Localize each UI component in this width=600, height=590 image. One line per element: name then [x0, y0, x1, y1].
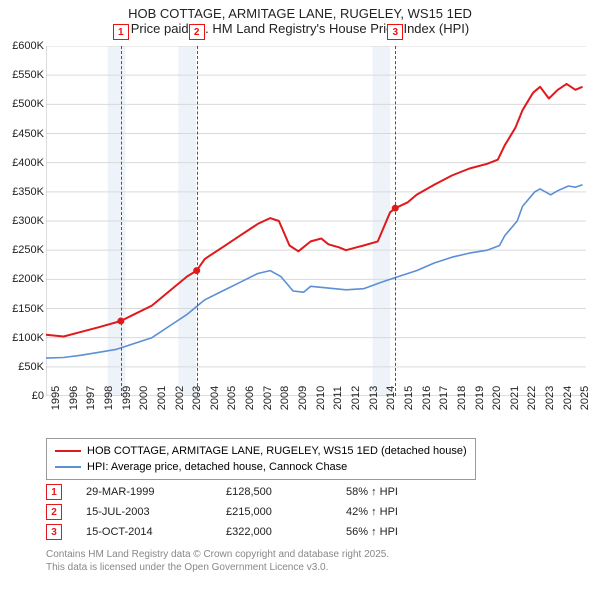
x-tick-label: 1997 [85, 386, 97, 410]
x-tick-label: 2015 [403, 386, 415, 410]
y-tick-label: £100K [0, 332, 44, 344]
legend-label: HPI: Average price, detached house, Cann… [87, 459, 347, 475]
y-tick-label: £450K [0, 128, 44, 140]
x-tick-label: 2016 [421, 386, 433, 410]
sale-date: 29-MAR-1999 [86, 486, 226, 498]
x-tick-label: 1999 [121, 386, 133, 410]
y-tick-label: £400K [0, 157, 44, 169]
sale-pct: 42% ↑ HPI [346, 506, 466, 518]
sale-row: 1 29-MAR-1999£128,50058% ↑ HPI [46, 482, 466, 502]
legend-item: HPI: Average price, detached house, Cann… [55, 459, 467, 475]
x-tick-label: 2019 [474, 386, 486, 410]
x-tick-label: 2012 [350, 386, 362, 410]
sale-price: £128,500 [226, 486, 346, 498]
sale-price: £322,000 [226, 526, 346, 538]
y-tick-label: £350K [0, 186, 44, 198]
x-tick-label: 1995 [50, 386, 62, 410]
x-tick-label: 2013 [368, 386, 380, 410]
sale-marker: 2 [189, 24, 205, 40]
plot-area: 123 [46, 46, 586, 396]
x-tick-label: 2005 [226, 386, 238, 410]
sale-marker-cell: 1 [46, 484, 62, 500]
y-tick-label: £300K [0, 215, 44, 227]
sale-marker-cell: 2 [46, 504, 62, 520]
sale-table: 1 29-MAR-1999£128,50058% ↑ HPI 2 15-JUL-200… [46, 482, 466, 542]
x-tick-label: 2001 [156, 386, 168, 410]
y-tick-label: £500K [0, 98, 44, 110]
legend: HOB COTTAGE, ARMITAGE LANE, RUGELEY, WS1… [46, 438, 476, 480]
y-tick-label: £600K [0, 40, 44, 52]
footer-line-2: This data is licensed under the Open Gov… [46, 561, 389, 574]
x-tick-label: 2008 [279, 386, 291, 410]
chart-subtitle: Price paid vs. HM Land Registry's House … [0, 21, 600, 40]
sale-vline [197, 46, 198, 396]
plot-svg [46, 46, 586, 396]
y-tick-label: £0 [0, 390, 44, 402]
legend-label: HOB COTTAGE, ARMITAGE LANE, RUGELEY, WS1… [87, 443, 467, 459]
x-tick-label: 2002 [174, 386, 186, 410]
sale-vline [395, 46, 396, 396]
x-tick-label: 2010 [315, 386, 327, 410]
legend-item: HOB COTTAGE, ARMITAGE LANE, RUGELEY, WS1… [55, 443, 467, 459]
sale-row: 3 15-OCT-2014£322,00056% ↑ HPI [46, 522, 466, 542]
sale-marker: 3 [387, 24, 403, 40]
x-tick-label: 2014 [385, 386, 397, 410]
sale-marker-cell: 3 [46, 524, 62, 540]
y-tick-label: £550K [0, 69, 44, 81]
footer-line-1: Contains HM Land Registry data © Crown c… [46, 548, 389, 561]
legend-swatch [55, 466, 81, 468]
y-tick-label: £50K [0, 361, 44, 373]
chart-title: HOB COTTAGE, ARMITAGE LANE, RUGELEY, WS1… [0, 0, 600, 21]
sale-pct: 58% ↑ HPI [346, 486, 466, 498]
x-tick-label: 2021 [509, 386, 521, 410]
attribution-footer: Contains HM Land Registry data © Crown c… [46, 548, 389, 574]
x-tick-label: 2024 [562, 386, 574, 410]
x-tick-label: 2007 [262, 386, 274, 410]
x-tick-label: 2004 [209, 386, 221, 410]
y-tick-label: £150K [0, 303, 44, 315]
x-tick-label: 2023 [544, 386, 556, 410]
x-tick-label: 2011 [332, 386, 344, 410]
x-tick-label: 2020 [491, 386, 503, 410]
x-tick-label: 2000 [138, 386, 150, 410]
sale-row: 2 15-JUL-2003£215,00042% ↑ HPI [46, 502, 466, 522]
sale-price: £215,000 [226, 506, 346, 518]
x-tick-label: 2022 [526, 386, 538, 410]
x-tick-label: 2009 [297, 386, 309, 410]
sale-pct: 56% ↑ HPI [346, 526, 466, 538]
x-tick-label: 1998 [103, 386, 115, 410]
sale-date: 15-OCT-2014 [86, 526, 226, 538]
y-tick-label: £200K [0, 273, 44, 285]
x-tick-label: 2003 [191, 386, 203, 410]
y-tick-label: £250K [0, 244, 44, 256]
sale-date: 15-JUL-2003 [86, 506, 226, 518]
sale-vline [121, 46, 122, 396]
legend-swatch [55, 450, 81, 452]
x-tick-label: 1996 [68, 386, 80, 410]
x-tick-label: 2017 [438, 386, 450, 410]
x-tick-label: 2018 [456, 386, 468, 410]
sale-marker: 1 [113, 24, 129, 40]
x-tick-label: 2025 [579, 386, 591, 410]
x-tick-label: 2006 [244, 386, 256, 410]
chart-container: HOB COTTAGE, ARMITAGE LANE, RUGELEY, WS1… [0, 0, 600, 590]
